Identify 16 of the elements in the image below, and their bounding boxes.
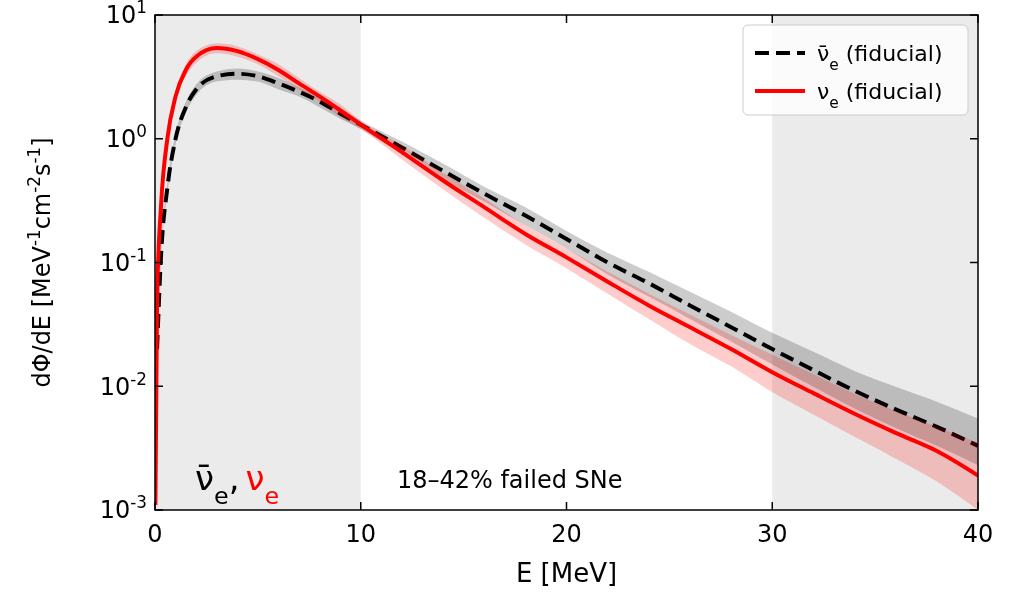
y-tick-label: 10$^{-1}$ bbox=[99, 244, 147, 277]
y-tick-label: 10$^{1}$ bbox=[105, 0, 147, 30]
annotation: 18–42% failed SNe bbox=[396, 466, 623, 494]
y-tick-label: 10$^{0}$ bbox=[105, 121, 147, 154]
y-tick-label: 10$^{-3}$ bbox=[99, 492, 147, 525]
x-tick-label: 20 bbox=[551, 520, 582, 548]
x-tick-label: 10 bbox=[345, 520, 377, 548]
x-axis-title: E [MeV] bbox=[515, 558, 618, 588]
x-tick-label: 0 bbox=[147, 520, 163, 548]
x-tick-label: 30 bbox=[756, 520, 788, 548]
legend-label: ν̄$_{e}$ (fiducial) bbox=[817, 40, 943, 74]
y-tick-label: 10$^{-2}$ bbox=[99, 368, 147, 401]
annotation: ν̄$_{e}$, bbox=[195, 458, 240, 510]
legend-label: ν$_{e}$ (fiducial) bbox=[817, 78, 943, 112]
x-tick-label: 40 bbox=[962, 520, 994, 548]
annotation: ν$_{e}$ bbox=[245, 458, 280, 510]
